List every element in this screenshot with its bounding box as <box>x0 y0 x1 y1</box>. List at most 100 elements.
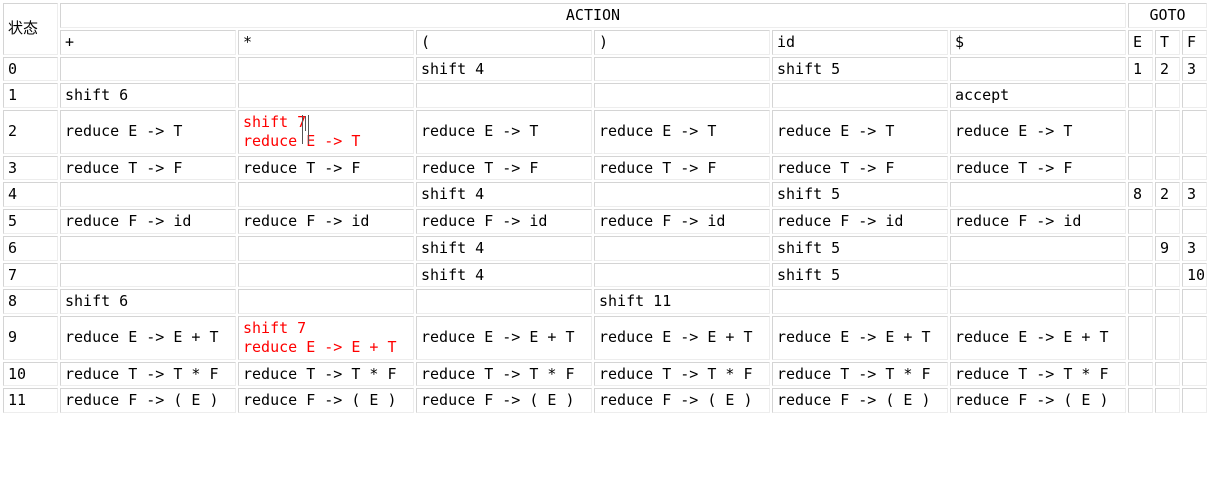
action-cell[interactable]: reduce F -> id <box>772 209 948 234</box>
goto-cell[interactable] <box>1128 316 1153 360</box>
action-cell[interactable] <box>950 262 1126 288</box>
action-cell[interactable] <box>238 56 414 82</box>
goto-cell[interactable] <box>1155 316 1180 360</box>
action-cell[interactable] <box>60 56 236 82</box>
action-cell[interactable]: reduce E -> E + T <box>950 316 1126 360</box>
action-cell[interactable]: shift 5 <box>772 235 948 261</box>
goto-cell[interactable] <box>1155 262 1180 288</box>
action-cell[interactable] <box>238 235 414 261</box>
action-cell[interactable]: shift 7 reduce E -> E + T <box>238 316 414 360</box>
action-cell[interactable] <box>238 83 414 108</box>
action-cell[interactable] <box>594 182 770 207</box>
action-cell[interactable]: shift 7 reduce E -> T <box>238 110 414 154</box>
action-cell[interactable] <box>594 83 770 108</box>
action-cell[interactable]: shift 5 <box>772 182 948 207</box>
action-cell[interactable]: reduce F -> id <box>594 209 770 234</box>
goto-cell[interactable] <box>1155 289 1180 314</box>
goto-cell[interactable]: 2 <box>1155 56 1180 82</box>
action-cell[interactable] <box>416 83 592 108</box>
action-cell[interactable] <box>950 235 1126 261</box>
action-cell[interactable]: reduce E -> T <box>416 110 592 154</box>
action-cell[interactable]: reduce F -> id <box>238 209 414 234</box>
goto-cell[interactable] <box>1182 388 1208 413</box>
action-cell[interactable] <box>950 289 1126 314</box>
goto-cell[interactable] <box>1182 209 1208 234</box>
action-cell[interactable] <box>594 235 770 261</box>
action-cell[interactable]: reduce T -> F <box>772 155 948 181</box>
action-cell[interactable] <box>950 182 1126 207</box>
action-cell[interactable] <box>238 262 414 288</box>
action-cell[interactable]: reduce T -> T * F <box>416 361 592 387</box>
action-cell[interactable]: reduce T -> F <box>416 155 592 181</box>
action-cell[interactable]: reduce F -> ( E ) <box>238 388 414 413</box>
action-cell[interactable]: accept <box>950 83 1126 108</box>
action-cell[interactable]: reduce F -> id <box>60 209 236 234</box>
action-cell[interactable]: reduce F -> ( E ) <box>594 388 770 413</box>
action-cell[interactable]: reduce T -> T * F <box>60 361 236 387</box>
goto-cell[interactable] <box>1128 262 1153 288</box>
action-cell[interactable] <box>594 56 770 82</box>
goto-cell[interactable] <box>1182 83 1208 108</box>
goto-cell[interactable] <box>1182 110 1208 154</box>
action-cell[interactable]: shift 4 <box>416 56 592 82</box>
goto-cell[interactable] <box>1155 83 1180 108</box>
goto-cell[interactable] <box>1155 361 1180 387</box>
action-cell[interactable] <box>416 289 592 314</box>
action-cell[interactable]: reduce T -> T * F <box>772 361 948 387</box>
goto-cell[interactable]: 8 <box>1128 182 1153 207</box>
goto-cell[interactable]: 2 <box>1155 182 1180 207</box>
action-cell[interactable]: reduce F -> id <box>950 209 1126 234</box>
goto-cell[interactable] <box>1128 110 1153 154</box>
action-cell[interactable]: reduce F -> ( E ) <box>416 388 592 413</box>
action-cell[interactable]: shift 11 <box>594 289 770 314</box>
action-cell[interactable]: shift 6 <box>60 83 236 108</box>
action-cell[interactable]: shift 5 <box>772 262 948 288</box>
action-cell[interactable]: reduce E -> E + T <box>60 316 236 360</box>
action-cell[interactable] <box>594 262 770 288</box>
goto-cell[interactable]: 1 <box>1128 56 1153 82</box>
action-cell[interactable]: reduce T -> F <box>60 155 236 181</box>
goto-cell[interactable]: 3 <box>1182 235 1208 261</box>
action-cell[interactable] <box>950 56 1126 82</box>
action-cell[interactable]: reduce E -> T <box>60 110 236 154</box>
action-cell[interactable] <box>772 289 948 314</box>
goto-cell[interactable] <box>1182 155 1208 181</box>
goto-cell[interactable]: 9 <box>1155 235 1180 261</box>
action-cell[interactable]: reduce F -> ( E ) <box>60 388 236 413</box>
action-cell[interactable]: shift 4 <box>416 262 592 288</box>
goto-cell[interactable] <box>1128 155 1153 181</box>
goto-cell[interactable] <box>1128 388 1153 413</box>
goto-cell[interactable]: 3 <box>1182 56 1208 82</box>
goto-cell[interactable] <box>1128 235 1153 261</box>
action-cell[interactable] <box>772 83 948 108</box>
action-cell[interactable] <box>238 182 414 207</box>
action-cell[interactable]: reduce T -> T * F <box>950 361 1126 387</box>
goto-cell[interactable] <box>1128 83 1153 108</box>
action-cell[interactable]: shift 4 <box>416 235 592 261</box>
action-cell[interactable]: reduce E -> T <box>950 110 1126 154</box>
goto-cell[interactable] <box>1182 316 1208 360</box>
goto-cell[interactable]: 10 <box>1182 262 1208 288</box>
action-cell[interactable]: reduce E -> T <box>594 110 770 154</box>
goto-cell[interactable] <box>1128 361 1153 387</box>
action-cell[interactable]: reduce T -> T * F <box>594 361 770 387</box>
action-cell[interactable]: reduce T -> F <box>238 155 414 181</box>
goto-cell[interactable] <box>1155 110 1180 154</box>
goto-cell[interactable]: 3 <box>1182 182 1208 207</box>
goto-cell[interactable] <box>1182 289 1208 314</box>
goto-cell[interactable] <box>1155 388 1180 413</box>
action-cell[interactable] <box>60 262 236 288</box>
goto-cell[interactable] <box>1155 209 1180 234</box>
action-cell[interactable]: reduce T -> T * F <box>238 361 414 387</box>
goto-cell[interactable] <box>1155 155 1180 181</box>
action-cell[interactable]: reduce E -> E + T <box>416 316 592 360</box>
action-cell[interactable]: shift 5 <box>772 56 948 82</box>
goto-cell[interactable] <box>1128 209 1153 234</box>
goto-cell[interactable] <box>1128 289 1153 314</box>
action-cell[interactable] <box>238 289 414 314</box>
action-cell[interactable]: shift 4 <box>416 182 592 207</box>
action-cell[interactable]: shift 6 <box>60 289 236 314</box>
action-cell[interactable]: reduce T -> F <box>594 155 770 181</box>
action-cell[interactable]: reduce E -> T <box>772 110 948 154</box>
action-cell[interactable]: reduce F -> ( E ) <box>772 388 948 413</box>
